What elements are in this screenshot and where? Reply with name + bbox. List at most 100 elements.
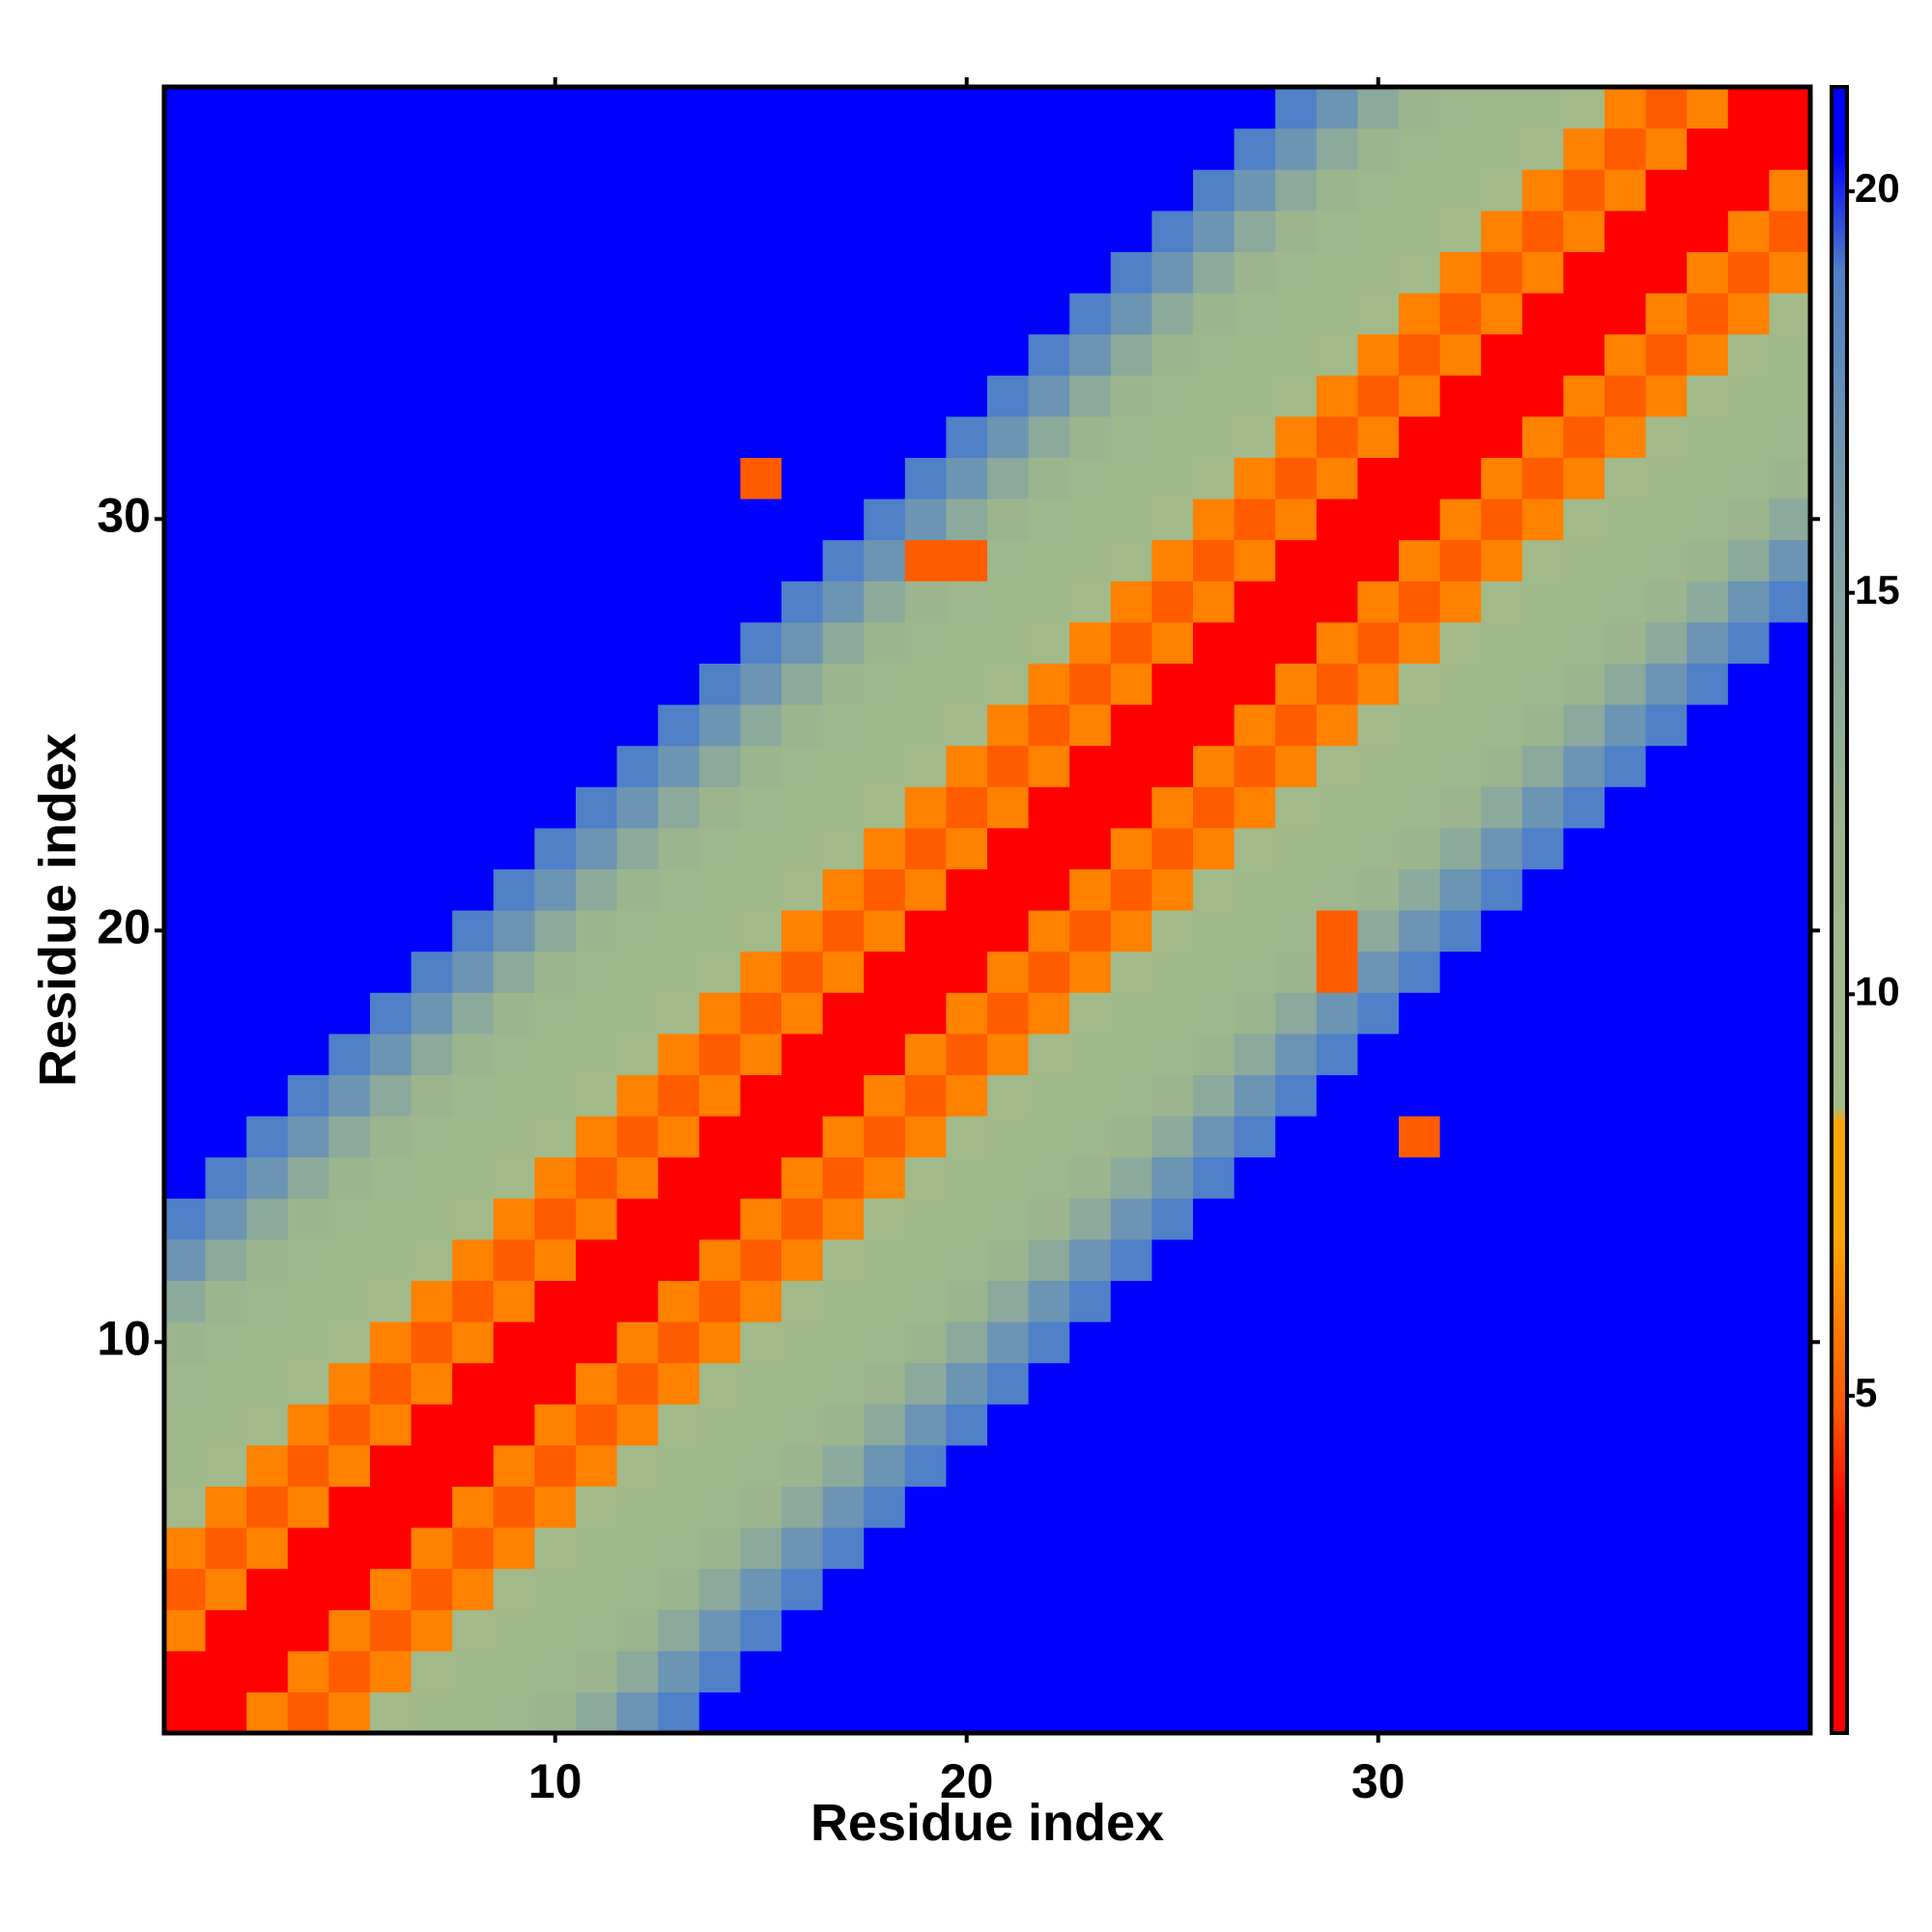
heatmap-cell (576, 251, 618, 294)
heatmap-cell (246, 581, 289, 623)
heatmap-cell (946, 1033, 988, 1075)
heatmap-cell (698, 1609, 741, 1652)
heatmap-cell (1727, 1444, 1770, 1487)
heatmap-cell (534, 704, 577, 747)
heatmap-cell (1234, 663, 1276, 705)
heatmap-cell (904, 128, 947, 170)
heatmap-cell (1727, 663, 1770, 705)
heatmap-cell (1357, 745, 1400, 787)
heatmap-cell (287, 375, 329, 417)
heatmap-cell (576, 539, 618, 582)
heatmap-cell (864, 1609, 906, 1652)
heatmap-cell (1645, 704, 1688, 747)
heatmap-cell (1151, 704, 1194, 747)
heatmap-cell (1521, 293, 1564, 335)
heatmap-cell (1234, 1198, 1276, 1240)
heatmap-cell (287, 581, 329, 623)
heatmap-cell (781, 375, 824, 417)
heatmap-cell (1316, 1074, 1358, 1117)
heatmap-cell (946, 910, 988, 952)
heatmap-cell (1769, 128, 1811, 170)
heatmap-cell (1605, 951, 1647, 993)
heatmap-cell (1275, 1033, 1318, 1075)
heatmap-cell (698, 1238, 741, 1281)
heatmap-cell (616, 1074, 659, 1117)
heatmap-cell (1316, 1362, 1358, 1405)
heatmap-cell (1151, 87, 1194, 129)
heatmap-cell (246, 951, 289, 993)
heatmap-cell (246, 786, 289, 829)
heatmap-cell (1481, 293, 1523, 335)
heatmap-cell (1769, 210, 1811, 252)
heatmap-cell (411, 128, 453, 170)
heatmap-cell (904, 1280, 947, 1322)
heatmap-cell (946, 375, 988, 417)
heatmap-cell (1521, 1486, 1564, 1528)
heatmap-cell (1481, 951, 1523, 993)
heatmap-cell (1069, 745, 1112, 787)
heatmap-cell (1151, 415, 1194, 458)
heatmap-cell (904, 1116, 947, 1158)
heatmap-cell (1151, 210, 1194, 252)
heatmap-cell (1234, 1156, 1276, 1199)
heatmap-cell (452, 1486, 495, 1528)
heatmap-cell (411, 415, 453, 458)
heatmap-cell (658, 1404, 700, 1446)
heatmap-cell (1521, 1033, 1564, 1075)
heatmap-cell (658, 1033, 700, 1075)
heatmap-cell (164, 251, 207, 294)
heatmap-cell (1357, 87, 1400, 129)
heatmap-cell (698, 415, 741, 458)
heatmap-cell (822, 1650, 865, 1692)
heatmap-cell (1275, 581, 1318, 623)
heatmap-cell (1727, 1609, 1770, 1652)
heatmap-cell (576, 1156, 618, 1199)
heatmap-cell (411, 1527, 453, 1570)
heatmap-cell (946, 169, 988, 212)
heatmap-cell (576, 415, 618, 458)
heatmap-cell (328, 868, 371, 911)
heatmap-cell (493, 333, 535, 376)
heatmap-cell (658, 910, 700, 952)
heatmap-cell (1028, 333, 1070, 376)
heatmap-cell (534, 1362, 577, 1405)
heatmap-cell (1769, 457, 1811, 499)
heatmap-cell (411, 910, 453, 952)
heatmap-cell (164, 1568, 207, 1610)
heatmap-cell (1234, 415, 1276, 458)
heatmap-cell (370, 951, 412, 993)
heatmap-cell (740, 1156, 782, 1199)
heatmap-cell (1687, 1321, 1729, 1364)
heatmap-cell (864, 1033, 906, 1075)
heatmap-cell (987, 1156, 1030, 1199)
heatmap-cell (987, 1033, 1030, 1075)
heatmap-cell (1316, 333, 1358, 376)
heatmap-cell (205, 210, 247, 252)
heatmap-cell (698, 457, 741, 499)
heatmap-cell (1234, 1280, 1276, 1322)
heatmap-cell (1028, 457, 1070, 499)
heatmap-cell (1605, 457, 1647, 499)
heatmap-cell (1193, 1280, 1236, 1322)
heatmap-cell (164, 1198, 207, 1240)
heatmap-cell (1645, 621, 1688, 664)
heatmap-cell (1151, 128, 1194, 170)
heatmap-cell (328, 1321, 371, 1364)
heatmap-cell (1687, 1280, 1729, 1322)
heatmap-cell (904, 786, 947, 829)
heatmap-cell (1275, 415, 1318, 458)
heatmap-cell (1151, 1362, 1194, 1405)
heatmap-cell (164, 293, 207, 335)
heatmap-cell (1316, 1486, 1358, 1528)
heatmap-cell (987, 992, 1030, 1035)
heatmap-cell (1193, 210, 1236, 252)
colorbar-tick-label: 20 (1855, 165, 1900, 211)
heatmap-cell (1357, 1074, 1400, 1117)
heatmap-cell (205, 375, 247, 417)
heatmap-cell (1645, 992, 1688, 1035)
heatmap-cell (1481, 1362, 1523, 1405)
heatmap-cell (1563, 1362, 1605, 1405)
heatmap-cell (1645, 210, 1688, 252)
heatmap-cell (1727, 745, 1770, 787)
heatmap-cell (370, 663, 412, 705)
